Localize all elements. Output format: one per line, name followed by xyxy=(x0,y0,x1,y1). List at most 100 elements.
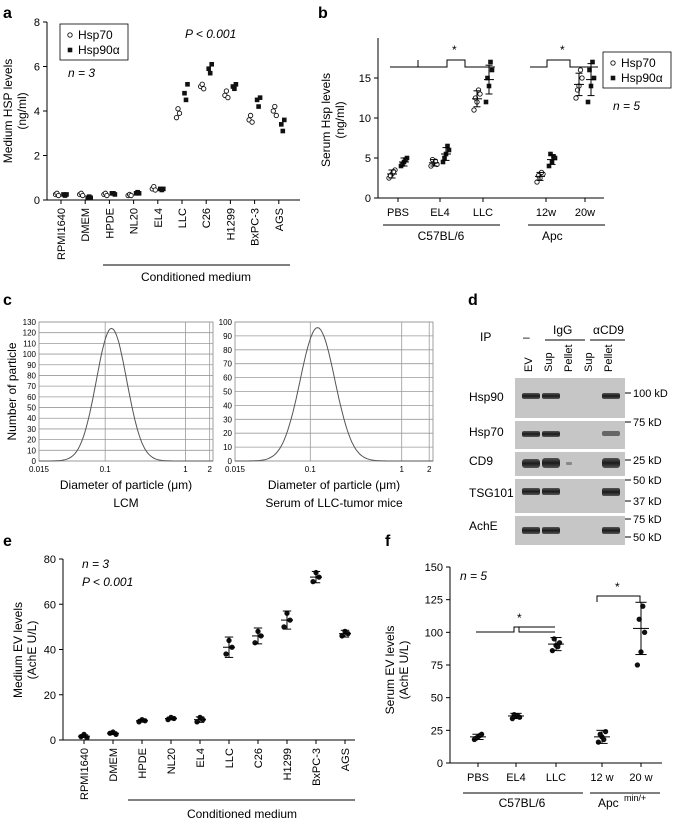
f-y-tick-label: 100 xyxy=(425,627,443,639)
band-ache-pellet xyxy=(602,527,620,534)
blot-marker-100: 100 kD xyxy=(633,388,668,400)
a-point-hsp70 xyxy=(128,192,134,199)
blot-row-ache: AchE xyxy=(469,519,498,533)
a-point-hsp90 xyxy=(161,186,166,192)
c1-x-tick-label: 2 xyxy=(207,465,212,474)
c2-y-tick-label: 0 xyxy=(228,457,233,466)
f-significance-bracket xyxy=(476,626,555,633)
e-y-tick-label: 0 xyxy=(50,735,56,747)
b-point-hsp90 xyxy=(546,163,552,169)
a-group-label: Conditioned medium xyxy=(141,270,251,284)
c2-x-label: Diameter of particle (μm) xyxy=(268,478,400,492)
blot-lane-sup-cd9: Sup xyxy=(583,352,595,372)
f-y-tick-label: 25 xyxy=(431,725,443,737)
band-hsp90-ev xyxy=(522,393,540,399)
c1-x-tick-label: 1 xyxy=(183,465,188,474)
band-tsg101-pellet xyxy=(602,488,620,496)
a-point-hsp70 xyxy=(223,88,230,94)
a-point-hsp90 xyxy=(185,82,190,87)
blot-row-cd9: CD9 xyxy=(469,454,493,468)
b-significance-star: * xyxy=(452,43,457,57)
c2-y-tick-label: 80 xyxy=(223,346,232,355)
e-y-tick-label: 20 xyxy=(44,690,56,702)
blot-lane-sup-igg: Sup xyxy=(543,352,555,372)
b-point-hsp70 xyxy=(577,67,584,73)
western-blot: IP – IgG αCD9 EV Sup Pellet Sup Pellet H… xyxy=(469,323,668,545)
a-x-label: DMEM xyxy=(80,208,92,242)
c2-y-tick-label: 70 xyxy=(223,360,232,369)
b-legend-marker-hsp90 xyxy=(610,75,616,81)
e-point xyxy=(223,651,229,657)
b-annotation-n: n = 5 xyxy=(613,99,640,113)
a-point-hsp70 xyxy=(175,106,181,112)
f-y-label-unit: (AchE U/L) xyxy=(397,641,411,700)
e-x-label: NL20 xyxy=(166,748,178,774)
c1-y-tick-label: 90 xyxy=(27,361,36,370)
b-y-tick-label: 15 xyxy=(359,73,371,85)
e-y-label-unit: (AchE U/L) xyxy=(25,621,39,680)
b-point-hsp90 xyxy=(400,162,405,167)
b-point-hsp70 xyxy=(471,107,477,113)
chart-c-serum: 0 10 20 30 40 50 60 70 80 90 100 0.015 0.1 1 2 Diameter… xyxy=(219,318,434,510)
f-y-tick-label: 150 xyxy=(425,562,443,574)
a-y-tick-label: 6 xyxy=(34,62,40,74)
e-y-tick-label: 60 xyxy=(44,599,56,611)
b-y-tick-label: 0 xyxy=(365,193,371,205)
c2-size-curve xyxy=(235,327,433,462)
c2-y-tick-label: 100 xyxy=(219,318,233,327)
e-y-label: Medium EV levels xyxy=(11,602,25,698)
e-x-label: DMEM xyxy=(108,748,120,782)
a-point-hsp70 xyxy=(104,192,110,199)
band-cd9-faint xyxy=(566,462,572,465)
f-y-tick-label: 50 xyxy=(431,693,443,705)
e-x-label: HPDE xyxy=(137,748,149,779)
f-significance-star-apc: * xyxy=(615,580,620,594)
c1-plot-frame xyxy=(38,321,214,462)
a-annotation-n: n = 3 xyxy=(68,66,95,80)
f-point xyxy=(634,662,641,668)
b-legend-box xyxy=(602,51,672,89)
a-point-hsp90 xyxy=(232,86,237,92)
blot-ip-label: IP xyxy=(480,330,491,344)
a-point-hsp70 xyxy=(225,95,231,101)
f-point xyxy=(641,629,648,635)
a-point-hsp90 xyxy=(206,66,211,72)
c1-x-tick-label: 0.1 xyxy=(100,465,112,474)
f-group-label-c57: C57BL/6 xyxy=(499,796,546,810)
c2-y-tick-label: 20 xyxy=(223,429,232,438)
a-point-hsp70 xyxy=(247,112,254,119)
c2-y-tick-label: 30 xyxy=(223,415,232,424)
a-y-tick-label: 8 xyxy=(34,17,40,29)
a-point-hsp90 xyxy=(112,192,118,197)
a-legend-label: Hsp90α xyxy=(78,43,120,57)
b-point-hsp90 xyxy=(548,151,553,157)
a-x-label: BxPC-3 xyxy=(250,208,262,246)
c1-y-tick-label: 60 xyxy=(27,393,36,402)
e-y-tick-label: 40 xyxy=(44,645,56,657)
e-x-label: C26 xyxy=(253,748,265,768)
panel-label-b: b xyxy=(318,5,328,22)
b-point-hsp90 xyxy=(587,67,592,73)
b-x-label: 20w xyxy=(575,207,595,219)
f-significance-star: * xyxy=(517,611,522,625)
c1-y-tick-label: 30 xyxy=(27,425,36,434)
a-point-hsp70 xyxy=(80,192,86,199)
c1-y-label: Number of particle xyxy=(5,342,19,440)
a-point-hsp70 xyxy=(201,86,207,92)
b-legend-label: Hsp70 xyxy=(621,56,656,70)
a-point-hsp90 xyxy=(136,191,142,196)
c2-x-tick-label: 0.1 xyxy=(305,465,317,474)
b-point-hsp90 xyxy=(591,75,597,81)
c2-title: Serum of LLC-tumor mice xyxy=(265,496,403,510)
band-hsp70-ev xyxy=(522,431,540,437)
c1-y-tick-label: 0 xyxy=(32,457,37,466)
band-cd9-ev xyxy=(522,459,540,468)
a-y-label: Medium HSP levels xyxy=(1,59,15,163)
a-point-hsp90 xyxy=(256,104,261,109)
a-point-hsp90 xyxy=(183,97,189,103)
b-point-hsp90 xyxy=(488,59,493,65)
c2-x-tick-label: 1 xyxy=(399,465,404,474)
e-y-tick-label: 80 xyxy=(44,554,56,566)
c2-y-tick-label: 50 xyxy=(223,388,232,397)
